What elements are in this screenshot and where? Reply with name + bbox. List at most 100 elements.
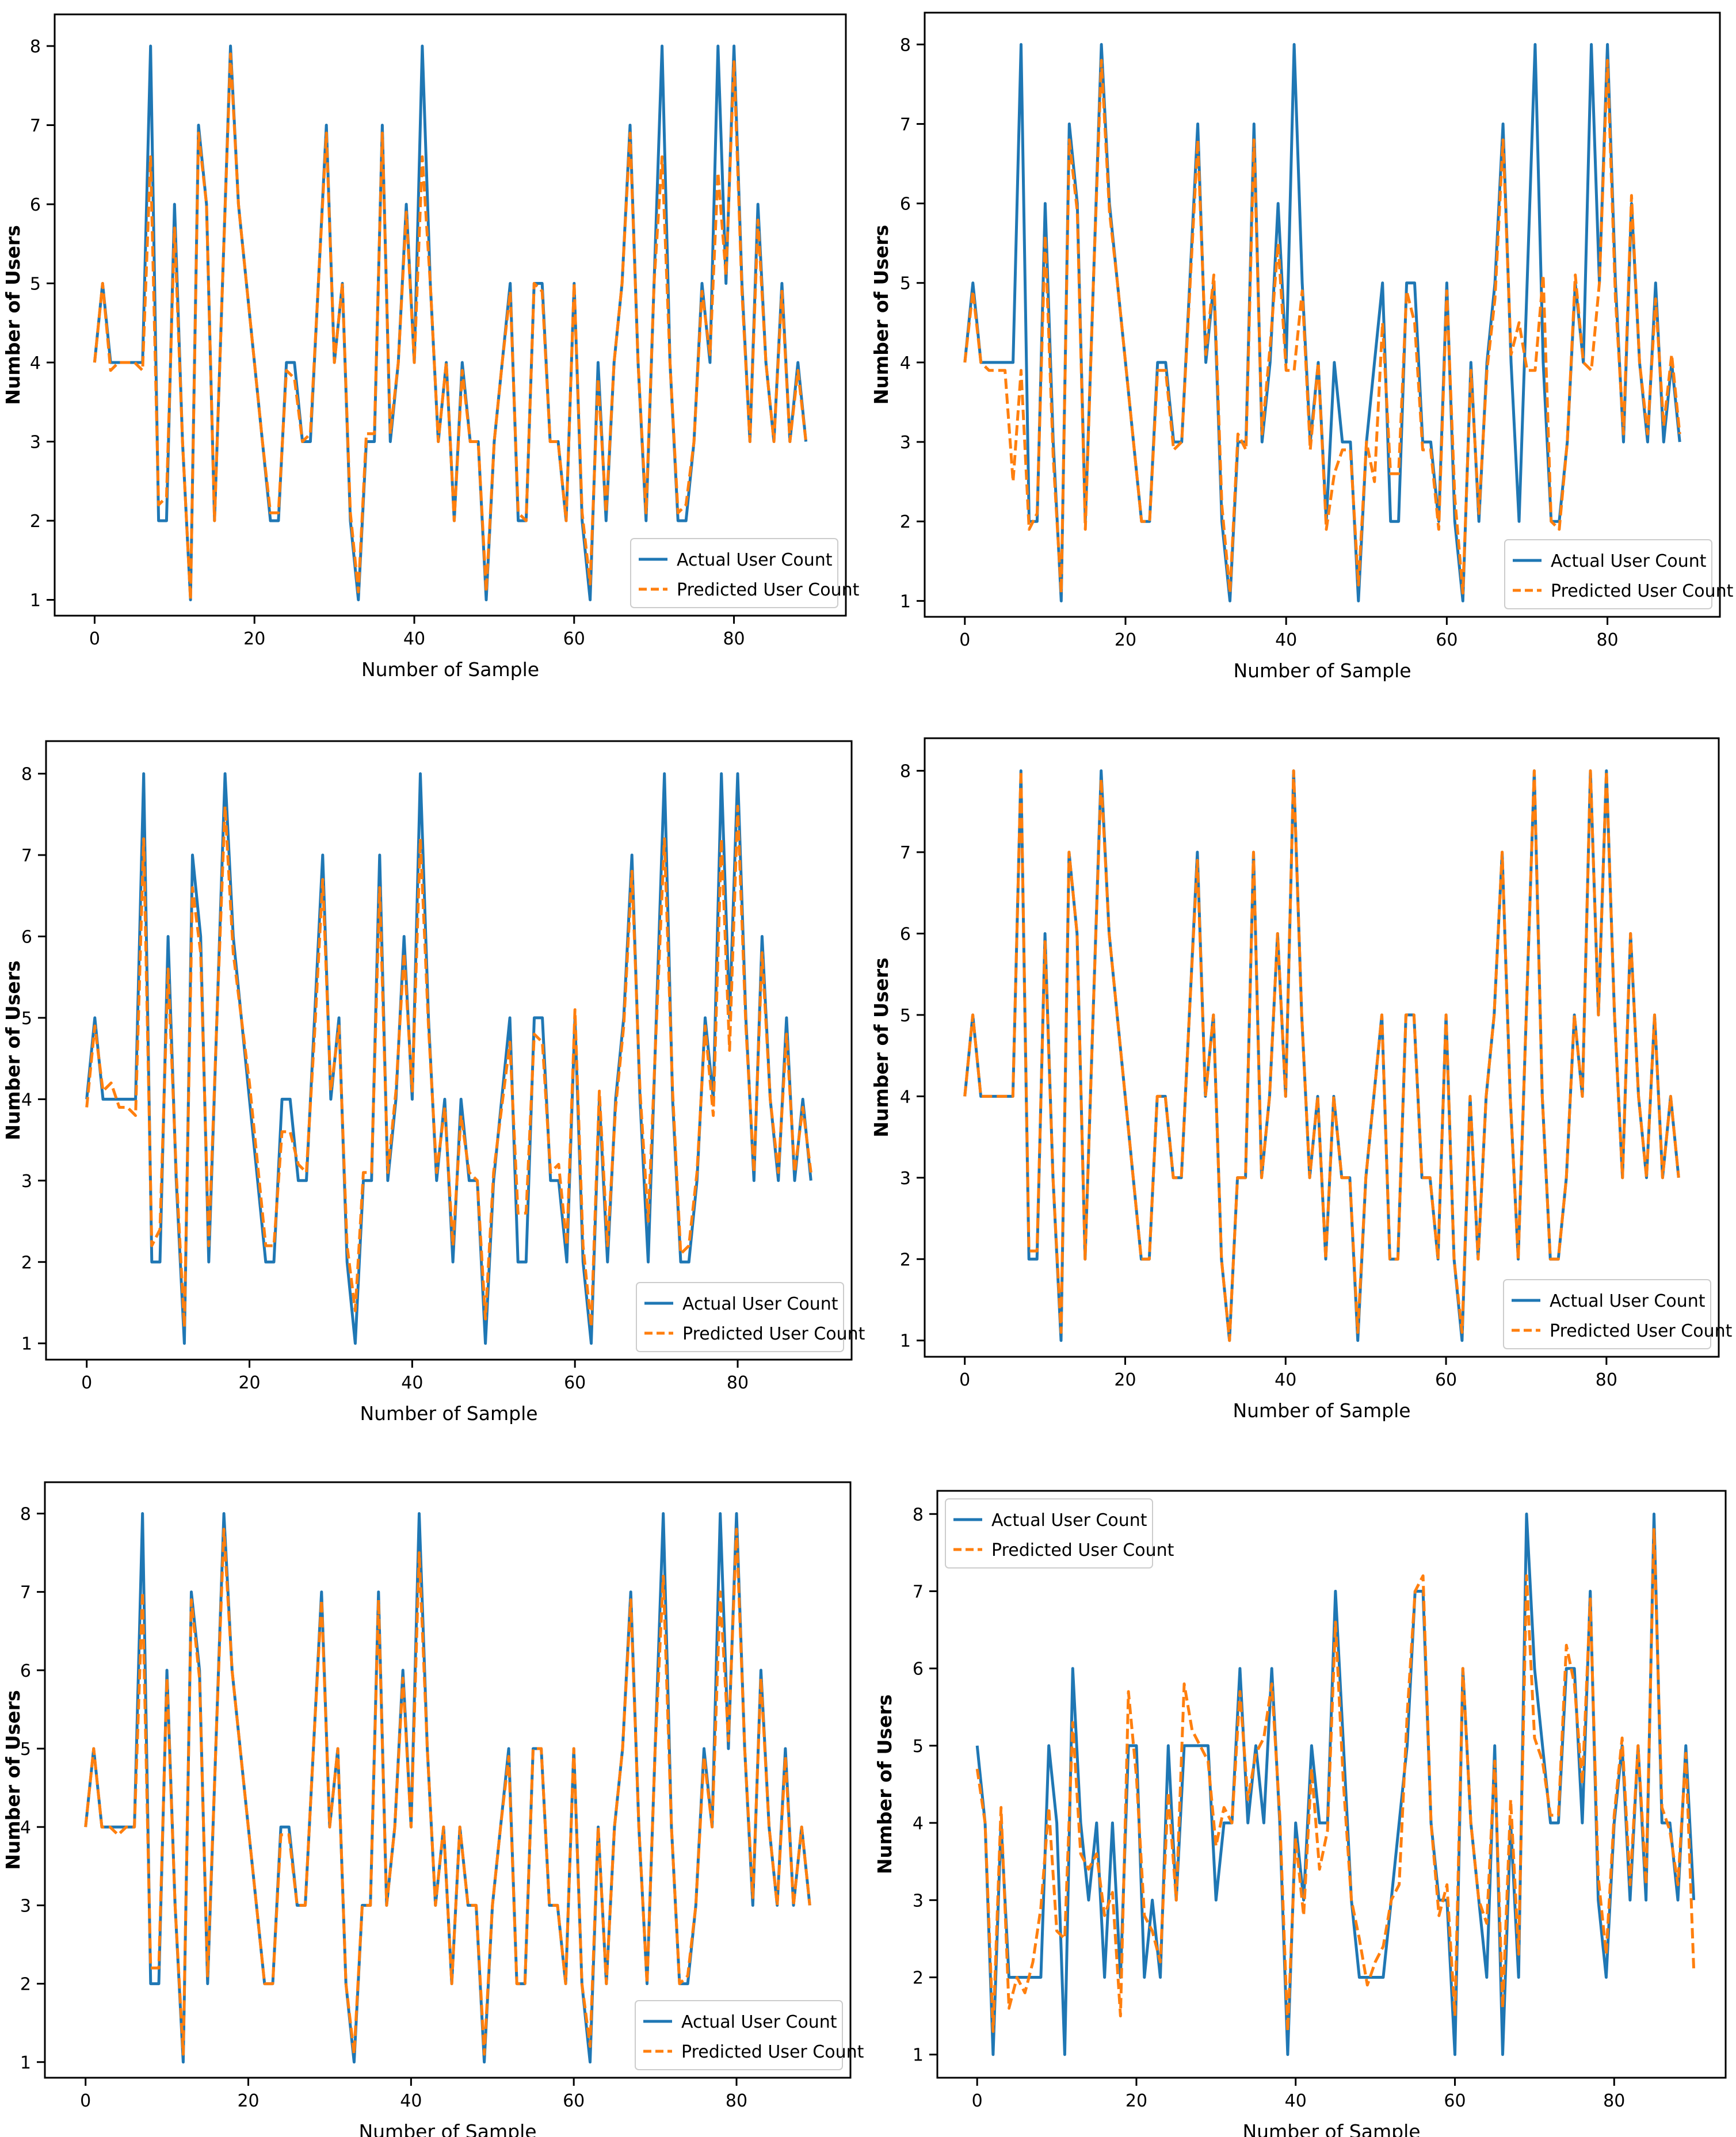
x-axis-label: Number of Sample	[1242, 2120, 1420, 2137]
y-tick-label: 8	[21, 765, 32, 785]
chart-svg-top-left: 0 20 40 60 80 1 2 3 4 5 6 7 8 Number of Sample Number …	[0, 0, 868, 712]
chart-svg-bottom-right: 0 20 40 60 80 1 2 3 4 5 6 7 8 Number of Sample Number …	[868, 1425, 1736, 2137]
legend-box	[1504, 539, 1712, 609]
y-tick-label: 6	[900, 924, 911, 944]
legend-actual-label: Actual User Count	[1551, 551, 1707, 571]
y-tick-label: 1	[20, 2053, 31, 2073]
x-tick-label: 80	[726, 2091, 747, 2111]
y-tick-label: 6	[30, 195, 41, 215]
y-tick-label: 2	[900, 512, 911, 532]
legend-box	[630, 538, 838, 608]
y-tick-label: 7	[900, 843, 911, 863]
y-tick-label: 1	[30, 591, 41, 611]
axes-frame	[44, 1481, 852, 2079]
x-tick-label: 0	[959, 1370, 970, 1390]
legend-predicted-label: Predicted User Count	[1550, 1321, 1733, 1341]
y-tick-label: 3	[913, 1891, 924, 1911]
legend-actual-label: Actual User Count	[682, 1294, 838, 1314]
y-tick-label: 4	[900, 1087, 911, 1107]
legend-predicted-label: Predicted User Count	[677, 580, 860, 600]
x-axis-label: Number of Sample	[360, 1402, 537, 1425]
x-tick-label: 40	[1285, 2091, 1307, 2111]
y-tick-label: 8	[30, 37, 41, 57]
y-tick-label: 2	[21, 1253, 32, 1273]
y-tick-label: 4	[21, 1090, 32, 1110]
y-tick-label: 3	[21, 1171, 32, 1192]
chart-svg-middle-right: 0 20 40 60 80 1 2 3 4 5 6 7 8 Number of Sample Number …	[868, 712, 1736, 1425]
x-tick-label: 60	[1444, 2091, 1466, 2111]
x-tick-label: 20	[1114, 1370, 1136, 1390]
x-tick-label: 0	[959, 630, 970, 650]
legend-actual-label: Actual User Count	[991, 1510, 1147, 1531]
y-tick-label: 4	[913, 1814, 924, 1834]
chart-top-left: 0 20 40 60 80 1 2 3 4 5 6 7 8 Number of Sample Number …	[0, 0, 868, 712]
legend: Actual User Count Predicted User Count	[635, 2000, 864, 2070]
x-tick-label: 60	[564, 1373, 586, 1393]
x-tick-label: 60	[1436, 630, 1458, 650]
series-predicted-line	[963, 59, 1681, 595]
y-tick-label: 6	[20, 1661, 31, 1681]
y-tick-label: 2	[20, 1975, 31, 1995]
chart-middle-left: 0 20 40 60 80 1 2 3 4 5 6 7 8 Number of Sample Number …	[0, 712, 868, 1425]
y-tick-label: 7	[21, 846, 32, 866]
y-tick-label: 5	[21, 1009, 32, 1029]
series-group	[963, 43, 1681, 602]
y-axis-label: Number of Users	[2, 1690, 24, 1870]
y-tick-label: 3	[20, 1896, 31, 1916]
x-tick-label: 80	[723, 629, 745, 649]
y-tick-label: 6	[900, 194, 911, 215]
series-predicted-line	[85, 804, 812, 1329]
x-tick-label: 40	[1275, 1370, 1296, 1390]
y-tick-label: 7	[30, 116, 41, 136]
legend-predicted-label: Predicted User Count	[681, 2042, 864, 2062]
x-tick-label: 20	[237, 2091, 259, 2111]
y-axis-label: Number of Users	[870, 225, 892, 405]
x-tick-label: 60	[1435, 1370, 1457, 1390]
x-tick-label: 0	[80, 2091, 91, 2111]
y-tick-label: 5	[900, 274, 911, 294]
y-tick-label: 3	[30, 433, 41, 453]
x-axis-label: Number of Sample	[1233, 1399, 1410, 1422]
y-tick-label: 4	[900, 353, 911, 373]
chart-svg-bottom-left: 0 20 40 60 80 1 2 3 4 5 6 7 8 Number of Sample Number …	[0, 1425, 868, 2137]
y-tick-label: 7	[913, 1582, 924, 1602]
y-tick-label: 2	[913, 1968, 924, 1989]
y-axis-label: Number of Users	[2, 960, 24, 1140]
chart-svg-middle-left: 0 20 40 60 80 1 2 3 4 5 6 7 8 Number of Sample Number …	[0, 712, 868, 1425]
x-tick-label: 20	[238, 1373, 260, 1393]
y-tick-label: 4	[30, 353, 41, 373]
series-group	[85, 772, 812, 1345]
x-tick-label: 40	[1275, 630, 1297, 650]
x-tick-label: 20	[243, 629, 265, 649]
y-tick-label: 1	[913, 2046, 924, 2066]
legend-box	[636, 1282, 844, 1352]
chart-bottom-right: 0 20 40 60 80 1 2 3 4 5 6 7 8 Number of Sample Number …	[868, 1425, 1736, 2137]
y-axis-label: Number of Users	[870, 957, 892, 1138]
series-group	[93, 44, 808, 601]
legend-predicted-label: Predicted User Count	[991, 1540, 1174, 1560]
series-actual-line	[975, 1512, 1696, 2056]
x-tick-label: 0	[972, 2091, 983, 2111]
y-tick-label: 6	[913, 1659, 924, 1680]
y-axis-label: Number of Users	[2, 225, 24, 405]
legend-box	[1503, 1279, 1711, 1349]
x-tick-label: 80	[1596, 630, 1618, 650]
legend-box	[635, 2000, 843, 2070]
y-tick-label: 5	[20, 1739, 31, 1760]
y-tick-label: 1	[900, 1331, 911, 1352]
y-tick-label: 5	[900, 1006, 911, 1026]
y-tick-label: 1	[21, 1334, 32, 1354]
x-axis-label: Number of Sample	[358, 2120, 536, 2137]
axes-frame	[45, 740, 853, 1361]
chart-middle-right: 0 20 40 60 80 1 2 3 4 5 6 7 8 Number of Sample Number …	[868, 712, 1736, 1425]
y-tick-label: 4	[20, 1818, 31, 1838]
x-axis-label: Number of Sample	[1233, 659, 1411, 682]
x-tick-label: 20	[1125, 2091, 1147, 2111]
x-tick-label: 20	[1115, 630, 1136, 650]
axes-frame	[924, 737, 1720, 1358]
y-tick-label: 7	[900, 115, 911, 135]
series-predicted-line	[93, 52, 808, 601]
y-tick-label: 3	[900, 433, 911, 453]
x-tick-label: 40	[400, 2091, 422, 2111]
